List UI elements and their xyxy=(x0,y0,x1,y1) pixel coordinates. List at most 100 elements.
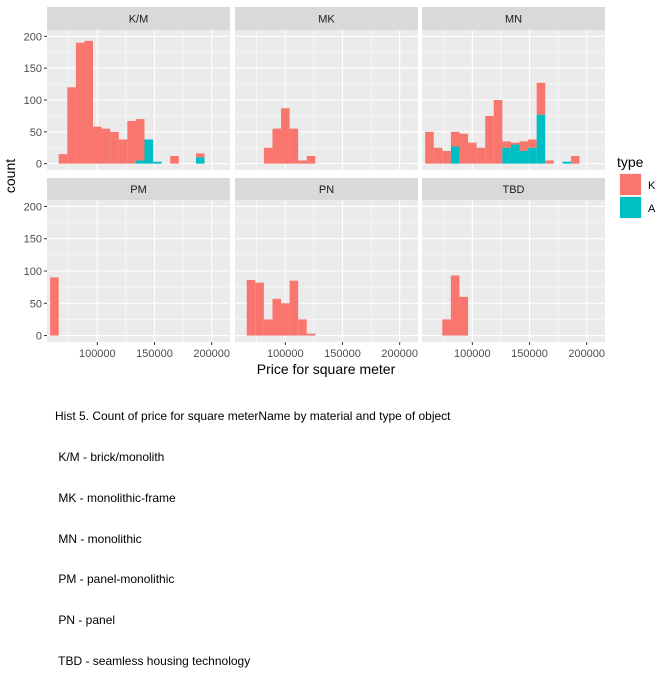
facet-panel-tbd: TBD 100000 150000 200000 xyxy=(422,178,605,360)
histogram-bar-k xyxy=(442,150,451,164)
histogram-bar-k xyxy=(272,298,282,336)
histogram-bar-a xyxy=(536,114,546,164)
histogram-bar-k xyxy=(510,142,520,145)
legend-label: K xyxy=(648,180,656,192)
y-tick-label: 100 xyxy=(24,95,42,107)
facet-strip xyxy=(235,178,418,200)
y-tick-label: 100 xyxy=(24,266,42,278)
x-tick-label: 100000 xyxy=(267,348,304,360)
histogram-bar-k xyxy=(545,160,554,164)
histogram-bar-k xyxy=(263,147,273,164)
y-tick-label: 200 xyxy=(24,201,42,213)
caption-line: MN - monolithic xyxy=(55,531,142,546)
y-tick-label: 200 xyxy=(24,31,42,43)
histogram-bar-k xyxy=(281,303,290,336)
histogram-bar-a xyxy=(502,147,511,164)
histogram-bar-k xyxy=(135,119,145,161)
histogram-bar-k xyxy=(84,40,94,164)
histogram-bar-a xyxy=(153,161,162,164)
x-tick-label: 150000 xyxy=(511,348,548,360)
histogram-bar-k xyxy=(263,319,273,336)
facet-strip xyxy=(422,178,605,200)
x-tick-label: 200000 xyxy=(193,348,230,360)
facet-panel-pn: PN 100000 150000 200000 xyxy=(235,178,418,360)
legend-label: A xyxy=(648,203,656,215)
y-tick-label: 0 xyxy=(36,331,42,343)
faceted-histogram-chart: K/M 0 50 100 150 200 MK MN PM 0 50 100 150 200 100000 1… xyxy=(2,7,656,377)
histogram-bar-a xyxy=(144,139,154,164)
x-tick-label: 200000 xyxy=(381,348,418,360)
facet-strip-label: MN xyxy=(505,14,522,26)
histogram-bar-k xyxy=(170,156,179,164)
y-tick-label: 150 xyxy=(24,63,42,75)
histogram-bar-k xyxy=(101,128,111,164)
facet-strip xyxy=(47,178,230,200)
histogram-bar-k xyxy=(528,139,537,148)
histogram-bar-k xyxy=(306,333,316,336)
histogram-bar-k xyxy=(289,128,299,164)
histogram-bar-a xyxy=(135,160,145,164)
x-tick-label: 150000 xyxy=(324,348,361,360)
histogram-bar-k xyxy=(67,87,76,164)
histogram-bar-k xyxy=(485,115,494,164)
legend-title: type xyxy=(617,154,644,170)
histogram-bar-k xyxy=(570,156,580,164)
facet-strip-label: MK xyxy=(318,14,335,26)
histogram-bar-a xyxy=(528,147,537,164)
caption-line: TBD - seamless housing technology xyxy=(55,653,251,668)
y-tick-label: 0 xyxy=(36,159,42,171)
facet-panels: K/M 0 50 100 150 200 MK MN PM 0 50 100 150 200 100000 1… xyxy=(24,7,605,360)
histogram-bar-k xyxy=(459,133,469,164)
legend: type KA xyxy=(617,154,656,219)
caption-line: MK - monolithic-frame xyxy=(55,490,176,505)
histogram-bar-a xyxy=(195,157,205,164)
histogram-bar-k xyxy=(502,141,511,148)
legend-items: KA xyxy=(619,173,656,219)
histogram-bar-k xyxy=(433,147,443,164)
histogram-bar-a xyxy=(562,161,571,164)
facet-panel-pm: PM 0 50 100 150 200 100000 150000 200000 xyxy=(24,178,230,360)
histogram-bar-k xyxy=(75,42,85,164)
histogram-bar-k xyxy=(127,121,136,164)
figure-caption: Hist 5. Count of price for square meterN… xyxy=(55,383,451,682)
y-axis-title: count xyxy=(2,159,18,193)
caption-line: PM - panel-monolithic xyxy=(55,572,175,587)
facet-panel-mn: MN xyxy=(422,7,605,170)
histogram-bar-k xyxy=(450,275,460,336)
histogram-bar-a xyxy=(450,146,460,164)
x-axis-title: Price for square meter xyxy=(257,361,396,377)
facet-panel-k-m: K/M 0 50 100 150 200 xyxy=(24,7,230,171)
histogram-bar-k xyxy=(306,156,316,164)
facet-strip xyxy=(235,7,418,30)
facet-strip-label: PN xyxy=(319,184,334,196)
histogram-bar-a xyxy=(510,144,520,164)
histogram-bar-k xyxy=(493,100,503,164)
histogram-bar-k xyxy=(50,277,59,336)
histogram-bar-k xyxy=(118,139,128,164)
histogram-bar-k xyxy=(476,147,486,164)
histogram-bar-a xyxy=(519,150,529,164)
caption-line: PN - panel xyxy=(55,613,116,628)
x-tick-label: 150000 xyxy=(136,348,173,360)
caption-line: K/M - brick/monolith xyxy=(55,449,165,464)
histogram-bar-k xyxy=(442,319,451,336)
histogram-bar-k xyxy=(281,108,290,164)
histogram-bar-k xyxy=(459,296,469,336)
histogram-bar-k xyxy=(298,160,307,164)
histogram-bar-k xyxy=(289,280,299,336)
y-tick-label: 150 xyxy=(24,234,42,246)
histogram-bar-k xyxy=(468,142,477,164)
histogram-bar-k xyxy=(272,128,282,164)
x-tick-label: 100000 xyxy=(454,348,491,360)
facet-panel-mk: MK xyxy=(235,7,418,170)
legend-swatch-a xyxy=(620,197,641,218)
histogram-bar-k xyxy=(110,131,119,164)
histogram-bar-k xyxy=(450,131,460,147)
y-tick-label: 50 xyxy=(30,298,42,310)
facet-strip-label: PM xyxy=(130,184,147,196)
histogram-bar-k xyxy=(519,141,529,151)
caption-title: Hist 5. Count of price for square meterN… xyxy=(55,409,451,424)
facet-strip xyxy=(422,7,605,30)
histogram-bar-k xyxy=(255,282,264,336)
facet-strip xyxy=(47,7,230,30)
